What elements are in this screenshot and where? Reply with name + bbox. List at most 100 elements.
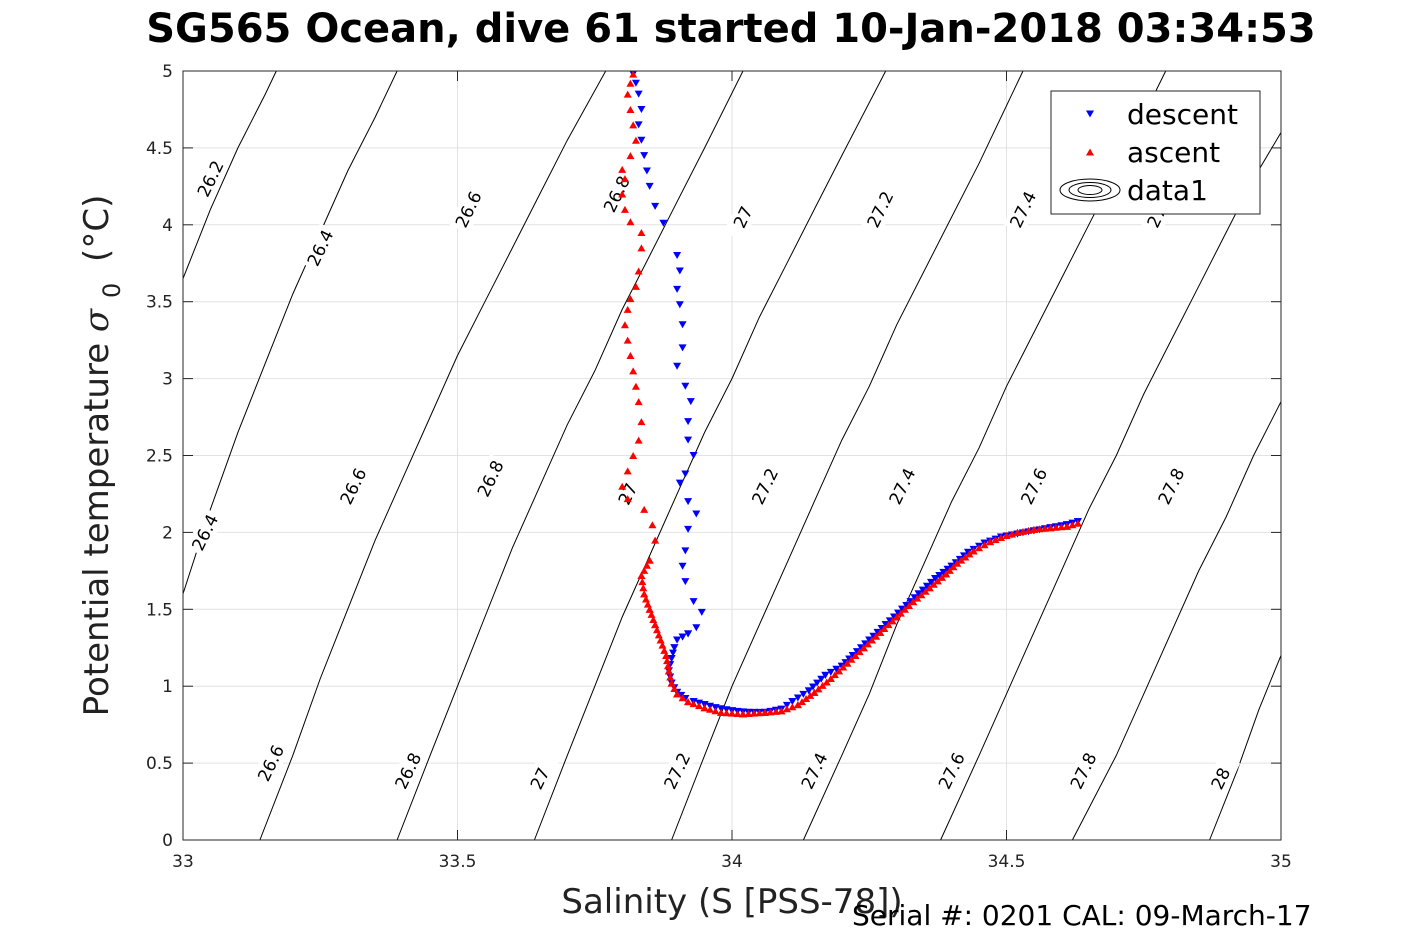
descent-point: [684, 630, 693, 638]
contour-label: 26.8: [474, 458, 509, 501]
ascent-point: [623, 495, 632, 503]
descent-point: [673, 636, 682, 644]
ascent-point: [631, 382, 640, 390]
legend-marker-contour: [1059, 178, 1121, 202]
ascent-point: [645, 605, 654, 613]
descent-point: [637, 136, 646, 144]
ascent-point: [722, 709, 731, 717]
contour-label-bg: [1003, 184, 1043, 235]
descent-point: [673, 252, 682, 260]
descent-point: [667, 655, 676, 663]
descent-point: [681, 470, 690, 478]
ascent-point: [639, 584, 648, 592]
ascent-point: [766, 708, 775, 716]
ascent-point: [634, 436, 643, 444]
ascent-point: [1062, 522, 1071, 530]
ascent-point: [666, 673, 675, 681]
ascent-point: [876, 628, 885, 636]
descent-point: [642, 167, 651, 175]
descent-point: [681, 578, 690, 586]
ascent-point: [921, 587, 930, 595]
ascent-point: [788, 703, 797, 711]
y-axis-title-unit: (°C): [77, 195, 117, 262]
contour-line: [802, 70, 1167, 841]
ascent-point: [645, 556, 654, 564]
descent-point: [821, 671, 830, 679]
ascent-point: [649, 616, 658, 624]
descent-point: [788, 698, 797, 706]
descent-point: [637, 105, 646, 113]
ascent-point: [1002, 531, 1011, 539]
series-descent: [629, 70, 1082, 716]
ascent-point: [728, 709, 736, 717]
descent-point: [817, 675, 826, 683]
ascent-point: [623, 305, 632, 313]
ascent-point: [1013, 528, 1022, 536]
descent-point: [678, 562, 687, 570]
ascent-point: [642, 561, 651, 569]
data-series: [618, 70, 1082, 718]
ascent-point: [637, 228, 646, 236]
y-axis-title-symbol: σ: [77, 308, 117, 332]
chart-title: SG565 Ocean, dive 61 started 10-Jan-2018…: [146, 6, 1316, 52]
ascent-point: [700, 704, 709, 712]
ascent-point: [872, 632, 881, 640]
descent-point: [959, 552, 968, 560]
descent-point: [678, 321, 687, 329]
ascent-point: [997, 534, 1006, 542]
ascent-point: [1018, 527, 1027, 535]
ascent-point: [1073, 519, 1082, 527]
ascent-point: [654, 631, 663, 639]
contour-label-bg: [882, 461, 922, 511]
descent-point: [668, 649, 677, 657]
contour-label-bg: [388, 746, 428, 796]
ascent-point: [678, 694, 687, 702]
descent-point: [673, 362, 682, 370]
contour-line: [533, 70, 887, 841]
ascent-point: [929, 580, 938, 588]
ascent-point: [896, 609, 905, 617]
descent-point: [659, 219, 668, 227]
contour-line: [182, 70, 398, 595]
ascent-point: [986, 538, 995, 546]
ascent-point: [618, 190, 627, 198]
contour-label: 26.8: [392, 750, 427, 793]
ascent-point: [839, 663, 848, 671]
ascent-point: [670, 685, 679, 693]
ascent-point: [629, 367, 638, 375]
contour-label: 27.2: [661, 750, 696, 793]
contour-label-bg: [745, 461, 785, 511]
ascent-point: [663, 662, 672, 670]
ascent-point: [942, 570, 951, 578]
contour-label-bg: [333, 461, 373, 511]
descent-point: [640, 152, 649, 160]
contour-label-bg: [1201, 753, 1241, 804]
contour-line: [940, 132, 1282, 841]
legend-label: ascent: [1127, 136, 1220, 169]
ascent-point: [802, 695, 811, 703]
ascent-point: [777, 707, 786, 715]
ascent-point: [1024, 526, 1033, 534]
ascent-point: [1035, 525, 1044, 533]
ascent-point: [647, 610, 656, 618]
ascent-point: [933, 577, 942, 585]
ascent-point: [689, 700, 698, 708]
contour-label-bg: [657, 746, 697, 796]
legend-items: descent ascent data1: [1059, 98, 1238, 207]
ascent-point: [623, 336, 632, 344]
legend-marker-ascent: [1086, 148, 1094, 156]
contour-label-bg: [794, 746, 834, 796]
descent-point: [670, 644, 679, 652]
ascent-point: [618, 165, 627, 173]
legend-marker-contour: [1077, 185, 1103, 195]
ascent-point: [980, 541, 989, 549]
ascent-point: [847, 655, 856, 663]
ascent-point: [1068, 521, 1077, 529]
contour-label: 27.4: [886, 465, 921, 508]
y-tick-label: 5: [162, 62, 173, 82]
ascent-point: [917, 591, 926, 599]
ascent-point: [733, 709, 742, 717]
contour-label-bg: [185, 507, 225, 557]
y-tick-label: 0.5: [146, 754, 173, 774]
